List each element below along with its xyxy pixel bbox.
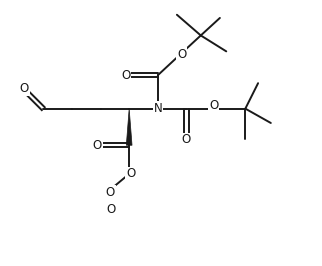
Text: O: O xyxy=(209,99,218,112)
Text: O: O xyxy=(105,186,115,199)
Text: N: N xyxy=(154,102,162,115)
Text: O: O xyxy=(106,203,115,216)
Text: O: O xyxy=(121,69,131,82)
Text: O: O xyxy=(20,82,29,95)
Polygon shape xyxy=(126,109,132,145)
Text: O: O xyxy=(182,133,191,146)
Text: O: O xyxy=(93,139,102,152)
Text: O: O xyxy=(177,48,186,61)
Text: O: O xyxy=(126,167,135,180)
